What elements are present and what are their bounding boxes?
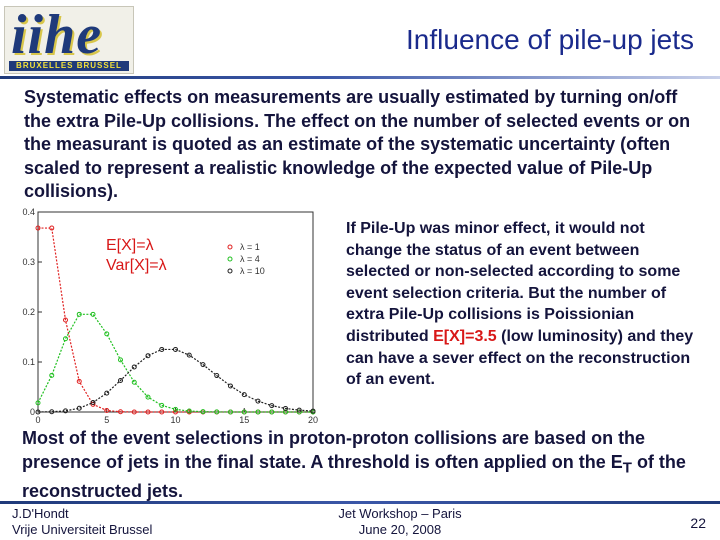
data-point — [131, 409, 137, 415]
data-point — [255, 409, 261, 415]
side-text-before: If Pile-Up was minor effect, it would no… — [346, 220, 681, 345]
data-point — [49, 372, 55, 378]
data-point — [63, 317, 68, 323]
intro-paragraph: Systematic effects on measurements are u… — [24, 87, 691, 201]
slide-title: Influence of pile-up jets — [406, 24, 694, 55]
x-tick-label: 15 — [239, 415, 249, 424]
data-point — [131, 364, 137, 370]
page-number: 22 — [690, 515, 706, 531]
data-point — [35, 409, 41, 415]
footer-date: June 20, 2008 — [358, 522, 442, 537]
poisson-distribution-chart: 0 5 10 15 20 0 0.1 0.2 0.3 0.4 λ = 1 λ = 4 λ = 10 E[X… — [22, 207, 318, 424]
data-point — [186, 352, 192, 358]
logo-band: BRUXELLES BRUSSEL — [9, 61, 129, 71]
footer-institution: Vrije Universiteit Brussel — [12, 522, 153, 537]
data-point — [159, 402, 165, 408]
data-point — [35, 225, 41, 231]
data-point — [76, 311, 82, 317]
data-point — [173, 346, 178, 352]
data-point — [104, 390, 110, 396]
y-tick-label: 0.2 — [22, 307, 35, 317]
series-line — [38, 227, 313, 413]
data-point — [145, 394, 151, 400]
data-point — [104, 407, 110, 413]
data-point — [200, 409, 206, 415]
data-point — [76, 378, 82, 384]
data-point — [159, 409, 165, 415]
data-point — [269, 403, 275, 409]
x-tick-label: 10 — [170, 415, 180, 424]
conclusion-text-after: of the reconstructed jets. — [22, 451, 686, 501]
data-point — [63, 408, 68, 414]
x-tick-label: 20 — [308, 415, 318, 424]
title-divider — [0, 76, 720, 79]
chart-annotation: E[X]=λ — [106, 237, 154, 254]
data-point — [241, 409, 247, 415]
x-tick-label: 0 — [35, 415, 40, 424]
data-point — [296, 407, 302, 413]
data-point — [90, 400, 96, 406]
data-point — [186, 408, 192, 414]
data-point — [228, 383, 233, 389]
data-point — [63, 336, 68, 342]
footer-event: Jet Workshop – Paris — [338, 506, 462, 521]
data-point — [269, 409, 275, 415]
y-tick-label: 0 — [30, 407, 35, 417]
data-point — [173, 409, 178, 415]
conclusion-text-before: Most of the event selections in proton-p… — [22, 428, 646, 472]
data-point — [90, 311, 96, 317]
data-point — [35, 400, 41, 406]
data-point — [104, 331, 110, 337]
footer-author-block: J.D'Hondt Vrije Universiteit Brussel — [12, 506, 152, 538]
data-point — [214, 373, 220, 379]
side-highlight: E[X]=3.5 — [433, 327, 497, 345]
footer-event-block: Jet Workshop – Paris June 20, 2008 — [300, 506, 500, 538]
y-tick-label: 0.1 — [22, 357, 35, 367]
data-point — [145, 353, 151, 359]
data-point — [118, 409, 123, 415]
data-point — [283, 405, 288, 411]
legend-label: λ = 10 — [240, 266, 265, 276]
series-line — [37, 313, 314, 413]
data-point — [214, 409, 220, 415]
data-point — [200, 362, 206, 368]
legend-marker — [227, 244, 233, 250]
legend-marker — [227, 268, 233, 274]
data-point — [118, 357, 123, 363]
legend-marker — [227, 256, 233, 262]
y-tick-label: 0.4 — [22, 207, 35, 217]
data-point — [241, 392, 247, 398]
data-point — [173, 406, 178, 412]
y-tick-label: 0.3 — [22, 257, 35, 267]
data-point — [49, 225, 55, 231]
data-point — [118, 377, 123, 383]
data-point — [76, 405, 82, 411]
data-point — [49, 409, 55, 415]
chart-annotation: Var[X]=λ — [106, 257, 167, 274]
legend-label: λ = 1 — [240, 242, 260, 252]
data-point — [159, 346, 165, 352]
et-subscript: T — [622, 459, 632, 477]
side-text-after: (low luminosity) and they can have a sev… — [346, 327, 694, 389]
logo-word: iihe — [11, 4, 103, 66]
data-point — [228, 409, 233, 415]
data-point — [255, 398, 261, 404]
data-point — [310, 408, 316, 414]
footer-author: J.D'Hondt — [12, 506, 69, 521]
data-point — [145, 409, 151, 415]
series-line — [37, 348, 314, 413]
footer-divider — [0, 501, 720, 504]
side-paragraph: If Pile-Up was minor effect, it would no… — [346, 218, 696, 391]
conclusion-paragraph: Most of the event selections in proton-p… — [22, 427, 712, 503]
legend-label: λ = 4 — [240, 254, 260, 264]
iihe-logo: iihe BRUXELLES BRUSSEL — [4, 4, 134, 74]
data-point — [131, 379, 137, 385]
x-tick-label: 5 — [104, 415, 109, 424]
